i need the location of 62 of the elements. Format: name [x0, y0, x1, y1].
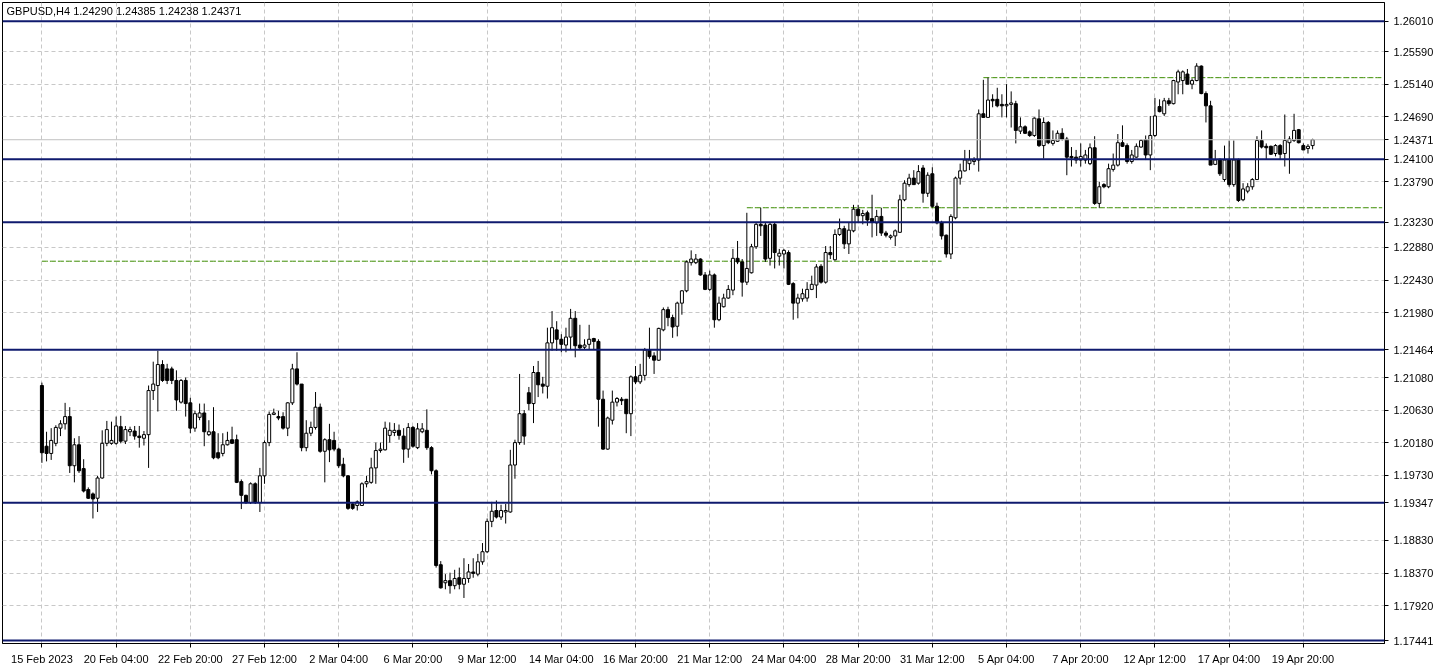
- ref-line-label: 1.24100: [1393, 153, 1434, 166]
- ref-line-label: 1.19347: [1393, 496, 1434, 509]
- x-tick-label: 27 Feb 12:00: [232, 652, 297, 665]
- y-tick-label: 1.21080: [1393, 371, 1434, 384]
- x-tick-label: 31 Mar 12:00: [899, 652, 965, 665]
- x-tick-label: 14 Mar 04:00: [528, 652, 594, 665]
- y-tick-label: 1.20630: [1393, 404, 1434, 417]
- y-tick-label: 1.24690: [1393, 110, 1434, 123]
- candlestick: [967, 149, 972, 171]
- candlestick: [559, 333, 564, 353]
- x-tick-label: 16 Mar 20:00: [603, 652, 668, 665]
- candlestick: [109, 421, 114, 446]
- y-tick-label: 1.25590: [1393, 45, 1434, 58]
- y-tick-label: 1.22880: [1393, 241, 1434, 254]
- x-tick-label: 15 Feb 2023: [11, 652, 73, 665]
- candlestick: [1148, 115, 1153, 171]
- candlestick: [1041, 116, 1046, 160]
- candlestick: [123, 425, 128, 445]
- candlestick: [1004, 83, 1009, 118]
- x-tick-label: 17 Apr 04:00: [1197, 652, 1261, 665]
- candlestick: [1143, 134, 1148, 161]
- y-tick-label: 1.25140: [1393, 78, 1434, 91]
- y-tick-label: 1.18830: [1393, 534, 1434, 547]
- x-tick-label: 19 Apr 20:00: [1271, 652, 1335, 665]
- y-tick-label: 1.22430: [1393, 274, 1434, 286]
- ref-line-label: 1.26010: [1393, 15, 1434, 28]
- x-tick-label: 12 Apr 12:00: [1123, 652, 1186, 665]
- candlestick: [568, 308, 573, 350]
- y-tick-label: 1.20180: [1393, 436, 1434, 449]
- x-tick-label: 21 Mar 12:00: [677, 652, 743, 665]
- candlestick: [415, 422, 420, 450]
- y-tick-label: 1.21980: [1393, 306, 1434, 319]
- x-tick-label: 5 Apr 04:00: [978, 652, 1035, 665]
- candlestick: [452, 569, 457, 590]
- candlestick: [137, 425, 142, 449]
- candlestick: [160, 359, 165, 383]
- candlestick: [401, 427, 406, 464]
- y-tick-label: 1.18370: [1393, 567, 1434, 580]
- candlestick: [879, 207, 884, 237]
- ref-line-label: 1.24371: [1393, 133, 1434, 146]
- x-tick-label: 9 Mar 12:00: [457, 652, 517, 665]
- candlestick: [1222, 145, 1227, 183]
- x-tick-label: 7 Apr 20:00: [1052, 652, 1109, 665]
- candlestick: [814, 263, 819, 299]
- ref-line-label: 1.21464: [1393, 343, 1434, 356]
- x-tick-label: 20 Feb 04:00: [83, 652, 149, 665]
- y-tick-label: 1.19730: [1393, 469, 1434, 482]
- x-tick-label: 28 Mar 20:00: [825, 652, 891, 665]
- y-tick-label: 1.17920: [1393, 599, 1434, 612]
- candlestick: [554, 320, 559, 352]
- ref-line-label: 1.23230: [1393, 216, 1434, 229]
- candlestick: [457, 567, 462, 590]
- x-tick-label: 22 Feb 20:00: [157, 652, 223, 665]
- candlestick: [1106, 163, 1111, 189]
- chart-title: GBPUSD,H4 1.24290 1.24385 1.24238 1.24371: [6, 4, 242, 17]
- candlestick: [174, 369, 179, 412]
- x-tick-label: 2 Mar 04:00: [309, 652, 369, 665]
- ref-line-label: 1.17441: [1393, 634, 1434, 647]
- candlestick: [327, 423, 332, 463]
- y-tick-label: 1.23790: [1393, 175, 1434, 188]
- x-tick-label: 6 Mar 20:00: [383, 652, 443, 665]
- x-tick-label: 24 Mar 04:00: [751, 652, 817, 665]
